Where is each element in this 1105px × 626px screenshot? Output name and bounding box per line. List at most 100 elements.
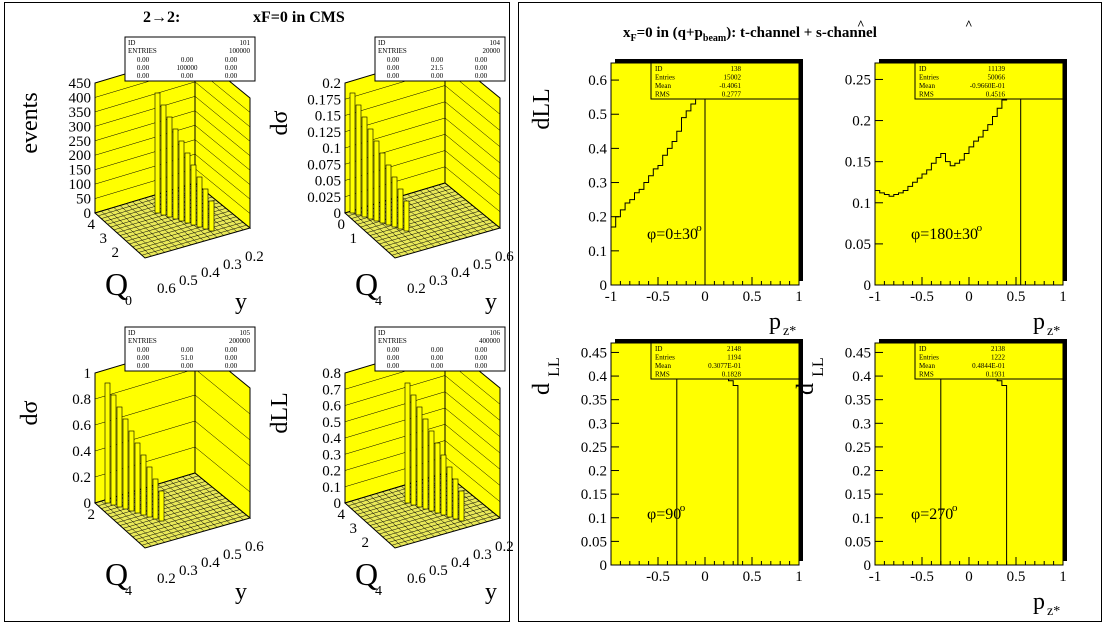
- y-tick-label: 0: [864, 278, 872, 294]
- stats-label: ID: [655, 65, 662, 73]
- x-tick-label: 1: [1059, 569, 1067, 585]
- lego-bar: [379, 152, 386, 224]
- depth-tick-label: 2: [362, 535, 370, 551]
- floor-grid: [141, 224, 247, 256]
- z-tick-label: 200: [69, 148, 92, 164]
- y-tick-label: 0.05: [845, 237, 871, 253]
- lego-bar: [178, 140, 185, 222]
- stats-value: 50066: [988, 74, 1006, 82]
- stats-label: Mean: [655, 82, 671, 90]
- z-grid: [194, 472, 251, 519]
- y-axis-label: d: [529, 383, 555, 395]
- z-grid: [444, 407, 501, 454]
- right-title-post: ): t-channel + s-channel: [726, 25, 877, 41]
- z-grid: [94, 124, 196, 156]
- y-axis-label: y: [235, 289, 247, 315]
- stats-cell: 0.00: [225, 64, 238, 72]
- phi-annotation: φ=90: [647, 506, 681, 523]
- z-tick-label: 0.05: [315, 174, 341, 190]
- z-grid: [444, 456, 501, 502]
- histogram-line: [610, 80, 706, 285]
- floor-grid: [376, 210, 480, 242]
- y-tick-label: 0.45: [845, 345, 871, 361]
- depth-tick-label: 4: [88, 217, 96, 233]
- stats-cell: 0.00: [431, 346, 444, 354]
- stats-label: Entries: [919, 74, 939, 82]
- z-tick-label: 0.6: [72, 418, 91, 434]
- stats-cell: 0.00: [387, 72, 400, 80]
- stats-cell: 0.00: [225, 354, 238, 362]
- lego-bar: [361, 116, 368, 218]
- lego-bar: [160, 104, 167, 216]
- stats-cell: 0.00: [137, 64, 150, 72]
- lego-bar: [410, 394, 417, 506]
- phi-annotation-degree: o: [696, 222, 702, 234]
- stats-value: 1222: [991, 354, 1006, 362]
- z-grid: [94, 139, 196, 170]
- stats-cell: 0.00: [431, 362, 444, 370]
- z-tick-label: 0: [334, 496, 342, 512]
- lego-bar: [158, 490, 165, 522]
- z-grid: [444, 424, 501, 470]
- z-grid: [94, 168, 196, 199]
- depth-tick-label: 3: [350, 521, 358, 537]
- x-axis-label-sub: z*: [1047, 324, 1060, 339]
- floor-grid: [391, 224, 497, 256]
- floor-grid: [135, 219, 240, 250]
- lego-bar: [385, 164, 392, 226]
- stats-cell: 0.00: [387, 346, 400, 354]
- z-tick-label: 0.3: [322, 447, 341, 463]
- q-axis-label: Q: [105, 556, 128, 592]
- stats-label: ID: [378, 329, 385, 337]
- z-grid: [194, 168, 251, 214]
- x-tick-label: 0: [701, 569, 709, 585]
- depth-tick-label: 0: [338, 217, 346, 233]
- floor-grid: [132, 506, 237, 537]
- stats-value: 0.3077E-01: [708, 362, 741, 370]
- stats-label: ENTRIES: [378, 337, 407, 345]
- x-axis-label-sub: z*: [783, 324, 796, 339]
- q-axis-label: Q: [355, 556, 378, 592]
- y-tick-label: 0.1: [588, 244, 607, 260]
- stats-value: 100000: [229, 47, 251, 55]
- z-grid: [94, 81, 196, 113]
- x-tick-label: -0.5: [646, 289, 670, 305]
- z-tick-label: 0.4: [322, 431, 341, 447]
- y-tick-label: 0.25: [845, 440, 871, 456]
- z-grid: [444, 166, 501, 212]
- lego-bar: [373, 140, 380, 222]
- y-tick-label: 0.1: [852, 511, 871, 527]
- q-axis-label: Q: [355, 266, 378, 302]
- z-tick-label: 0.175: [307, 92, 341, 108]
- z-tick-label: 350: [69, 105, 92, 121]
- z-grid: [444, 117, 501, 164]
- x-tick-label: 0.5: [743, 569, 762, 585]
- left-title-prefix: 2→2:: [143, 9, 181, 26]
- y-tick-label: 0.1: [852, 196, 871, 212]
- x-tick-label: 0.2: [245, 249, 264, 265]
- stats-cell: 0.00: [225, 56, 238, 64]
- stats-cell: 0.00: [137, 354, 150, 362]
- floor-grid: [176, 478, 231, 524]
- y-tick-label: 0.2: [852, 114, 871, 130]
- floor-grid: [369, 205, 473, 236]
- x-tick-label: 0.6: [495, 249, 514, 265]
- z-grid: [444, 182, 501, 229]
- y-tick-label: 0.4: [852, 369, 871, 385]
- stats-value: 15002: [724, 74, 742, 82]
- z-tick-label: 0.4: [72, 444, 91, 460]
- z-tick-label: 0.2: [322, 76, 341, 92]
- x-axis-label-sub: z*: [1047, 604, 1060, 619]
- y-tick-label: 0.25: [581, 440, 607, 456]
- stats-label: RMS: [919, 91, 934, 99]
- z-axis-label: events: [17, 92, 43, 153]
- stats-value: 0.2777: [722, 91, 742, 99]
- q-axis-label-sub: 0: [125, 294, 132, 309]
- lego-bar: [202, 188, 209, 230]
- right-histograms: 0 0.1 0.2 0.3 0.4 0.5 0.6 -1 -0.5 0 0.5 1 ID 138 Entri…: [529, 59, 1067, 619]
- stats-cell: 0.00: [475, 64, 488, 72]
- x-tick-label: 0.2: [157, 571, 176, 587]
- stats-cell: 0.00: [137, 362, 150, 370]
- stats-cell: 0.00: [387, 354, 400, 362]
